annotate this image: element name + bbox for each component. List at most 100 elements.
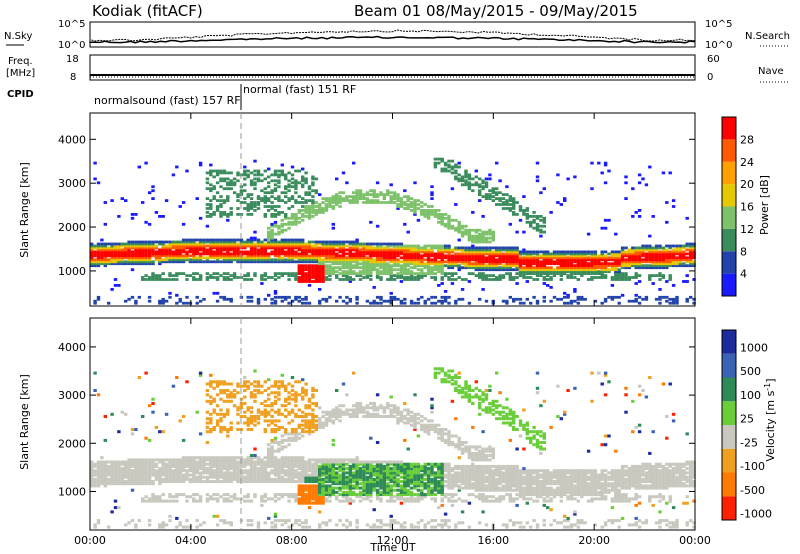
power-cell [614, 232, 618, 236]
power-cell [593, 272, 598, 275]
power-cell [215, 276, 220, 279]
power-cell [273, 232, 278, 236]
velocity-cell [175, 475, 179, 479]
velocity-cell [134, 482, 138, 486]
power-cell [443, 297, 448, 301]
power-cell [280, 260, 284, 264]
power-cell [627, 256, 632, 260]
power-cell [253, 252, 257, 256]
power-cell [460, 266, 465, 270]
power-cell [450, 278, 455, 281]
power-cell [246, 252, 250, 256]
power-cell [96, 297, 101, 301]
power-cell [392, 195, 397, 198]
power-cell [239, 189, 244, 193]
power-cell [243, 256, 247, 260]
velocity-cell [222, 473, 227, 477]
power-cell [467, 238, 472, 242]
power-cell [103, 244, 107, 248]
power-cell [205, 171, 210, 175]
power-cell [144, 250, 148, 254]
power-cell [491, 268, 495, 272]
velocity-cell [195, 499, 199, 503]
power-cell [280, 274, 284, 277]
power-cell [314, 256, 318, 260]
velocity-cell [314, 464, 318, 468]
velocity-cell [253, 493, 257, 497]
power-cell [406, 195, 410, 198]
power-cell [546, 278, 550, 281]
power-cell [386, 254, 390, 258]
power-cell [290, 215, 295, 218]
power-cell [654, 297, 659, 301]
power-cell [331, 201, 335, 204]
power-cell [284, 177, 288, 181]
power-cell [161, 215, 165, 218]
power-cell [563, 199, 567, 202]
power-cell [107, 246, 111, 250]
power-cell [375, 268, 380, 272]
velocity-cell [124, 460, 128, 464]
power-cell [137, 252, 141, 256]
velocity-cell [301, 395, 305, 399]
power-cell [580, 264, 584, 268]
power-cell [304, 246, 308, 250]
power-cell [386, 258, 390, 262]
power-cell [590, 268, 594, 272]
power-cell [175, 274, 179, 277]
velocity-cell [137, 467, 141, 471]
power-cell [556, 256, 560, 260]
velocity-cell [314, 460, 318, 464]
power-cell [232, 246, 237, 250]
power-cell [481, 256, 485, 260]
power-cell [324, 254, 329, 258]
power-cell [195, 246, 199, 250]
velocity-cell [311, 395, 315, 399]
power-cell [396, 205, 400, 208]
power-cell [229, 187, 233, 191]
velocity-cell [267, 443, 271, 447]
power-cell [430, 193, 434, 196]
power-cell [522, 195, 526, 198]
power-cell [413, 199, 417, 202]
power-cell [127, 240, 131, 244]
power-cell [607, 218, 611, 222]
velocity-cell [318, 497, 322, 501]
velocity-cell [192, 477, 196, 481]
power-cell [488, 173, 492, 177]
power-cell [580, 268, 584, 272]
power-cell [335, 242, 339, 246]
velocity-cell [256, 380, 261, 384]
power-cell [209, 207, 213, 210]
power-cell [654, 258, 659, 262]
velocity-cell [290, 438, 295, 442]
power-cell [576, 252, 580, 256]
power-cell [671, 262, 676, 266]
velocity-cell [161, 477, 165, 481]
power-cell [546, 268, 550, 272]
velocity-cell [147, 475, 152, 479]
power-cell [307, 207, 312, 210]
power-cell [260, 246, 264, 250]
velocity-cell [304, 495, 308, 499]
power-cell [603, 270, 608, 273]
velocity-cell [168, 475, 172, 479]
power-cell [386, 264, 390, 268]
power-cell [277, 213, 281, 216]
power-cell [178, 272, 182, 275]
power-cell [280, 240, 284, 244]
power-cell [181, 201, 186, 204]
velocity-cell [301, 467, 305, 471]
power-cell [586, 262, 591, 266]
velocity-cell [198, 462, 203, 466]
power-cell [290, 173, 295, 177]
velocity-cell [297, 393, 301, 397]
power-cell [467, 266, 472, 270]
power-cell [328, 264, 332, 268]
velocity-cell [273, 402, 278, 405]
power-cell [610, 278, 615, 281]
power-cell [277, 242, 281, 246]
power-cell [556, 270, 560, 273]
velocity-cell [256, 469, 261, 473]
power-cell [365, 201, 370, 204]
